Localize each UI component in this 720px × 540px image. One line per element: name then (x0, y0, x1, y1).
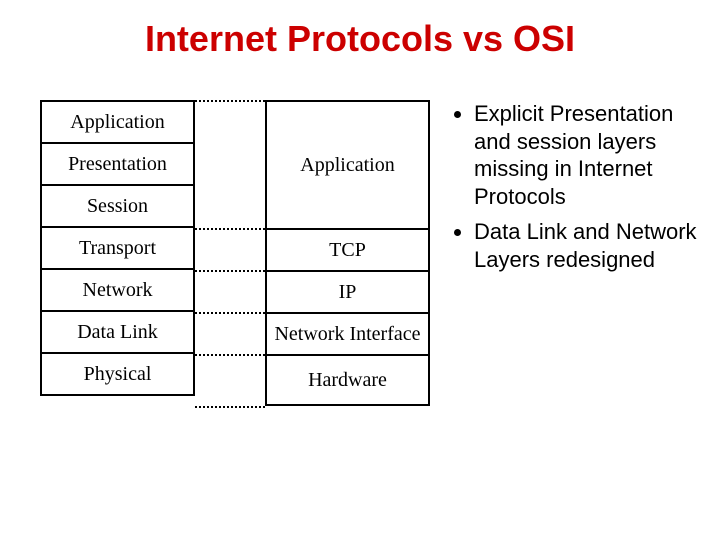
connector-line (195, 228, 265, 230)
inet-block-tcp: TCP (265, 228, 430, 272)
inet-block-network-interface: Network Interface (265, 312, 430, 356)
connector-line (195, 312, 265, 314)
osi-layer-presentation: Presentation (40, 142, 195, 186)
osi-layer-datalink: Data Link (40, 310, 195, 354)
connector-line (195, 100, 265, 102)
osi-layer-physical: Physical (40, 352, 195, 396)
connector-line (195, 270, 265, 272)
osi-column: Application Presentation Session Transpo… (40, 100, 195, 394)
bullet-list: Explicit Presentation and session layers… (450, 100, 700, 281)
connector-line (195, 406, 265, 408)
osi-layer-session: Session (40, 184, 195, 228)
bullet-item: Explicit Presentation and session layers… (474, 100, 700, 210)
connector-line (195, 354, 265, 356)
inet-block-hardware: Hardware (265, 354, 430, 406)
inet-block-application: Application (265, 100, 430, 230)
osi-layer-transport: Transport (40, 226, 195, 270)
bullet-item: Data Link and Network Layers redesigned (474, 218, 700, 273)
page-title: Internet Protocols vs OSI (0, 18, 720, 60)
osi-layer-application: Application (40, 100, 195, 144)
inet-block-ip: IP (265, 270, 430, 314)
layer-diagram: Application Presentation Session Transpo… (40, 100, 430, 420)
osi-layer-network: Network (40, 268, 195, 312)
